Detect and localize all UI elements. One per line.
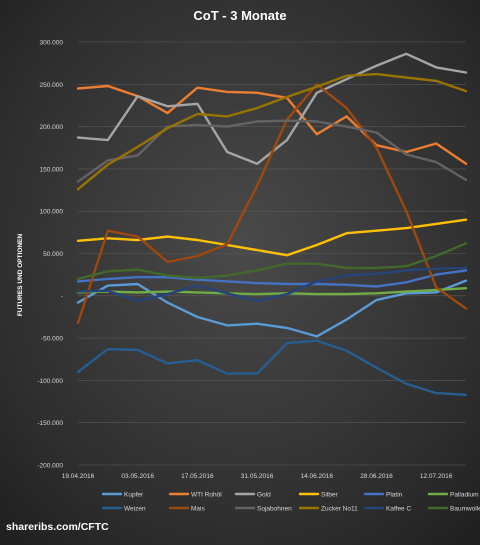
series-line-sojabohnen: [76, 119, 468, 183]
legend-label-mais: Mais: [191, 506, 205, 513]
legend-label-weizen: Weizen: [124, 506, 146, 513]
legend-label-baumwolle: Baumwolle: [450, 506, 480, 513]
series-line-zucker-no11: [76, 72, 468, 191]
legend-label-platin: Platin: [386, 492, 403, 499]
x-tick-label: 19.04.2016: [62, 473, 95, 480]
legend-label-palladium: Palladium: [450, 492, 479, 499]
series-line-kupfer: [76, 279, 468, 338]
source-footer: shareribs.com/CFTC: [6, 521, 109, 533]
legend: Kupfer WTI Rohöl Gold Silber Platin Palladium…: [101, 492, 480, 513]
y-tick-label: -200.000: [37, 463, 63, 470]
legend-label-kaffee-c: Kaffee C: [386, 506, 411, 513]
y-tick-label: -50.000: [41, 336, 63, 343]
series-line-kaffee-c: [76, 266, 468, 303]
y-axis-ticks: 300.000 250.000 200.000 150.000 100.000 50.00…: [37, 40, 63, 470]
y-tick-label: -100.000: [37, 378, 63, 385]
legend-label-gold: Gold: [257, 492, 271, 499]
legend-label-sojabohnen: Sojabohnen: [257, 506, 292, 513]
series-line-palladium: [76, 287, 468, 296]
chart-title: CoT - 3 Monate: [193, 8, 286, 23]
y-axis-title: FUTURES UND OPTIONEN: [17, 234, 24, 317]
x-tick-label: 17.05.2016: [181, 473, 214, 480]
legend-label-wti-roh-l: WTI Rohöl: [191, 492, 222, 499]
x-tick-label: 12.07.2016: [420, 473, 453, 480]
x-axis-ticks: 19.04.2016 03.05.2016 17.05.2016 31.05.2016…: [62, 473, 453, 480]
y-tick-label: -: [61, 293, 63, 300]
y-tick-label: 200.000: [40, 124, 64, 131]
x-tick-label: 14.06.2016: [300, 473, 333, 480]
series-line-weizen: [76, 339, 468, 396]
x-tick-label: 03.05.2016: [121, 473, 154, 480]
grid: [78, 41, 466, 466]
y-tick-label: 250.000: [40, 82, 64, 89]
x-tick-label: 31.05.2016: [241, 473, 274, 480]
y-tick-label: 150.000: [40, 166, 64, 173]
series-line-platin: [76, 269, 468, 288]
y-tick-label: 300.000: [40, 40, 64, 47]
x-tick-label: 28.06.2016: [360, 473, 393, 480]
legend-label-kupfer: Kupfer: [124, 492, 144, 499]
y-tick-label: 50.000: [43, 251, 63, 258]
series-line-baumwolle: [76, 242, 468, 281]
legend-label-silber: Silber: [321, 492, 338, 499]
series-line-mais: [76, 83, 468, 325]
y-tick-label: 100.000: [40, 209, 64, 216]
y-tick-label: -150.000: [37, 420, 63, 427]
series-lines: [76, 52, 468, 396]
legend-label-zucker-no11: Zucker No11: [321, 506, 358, 513]
